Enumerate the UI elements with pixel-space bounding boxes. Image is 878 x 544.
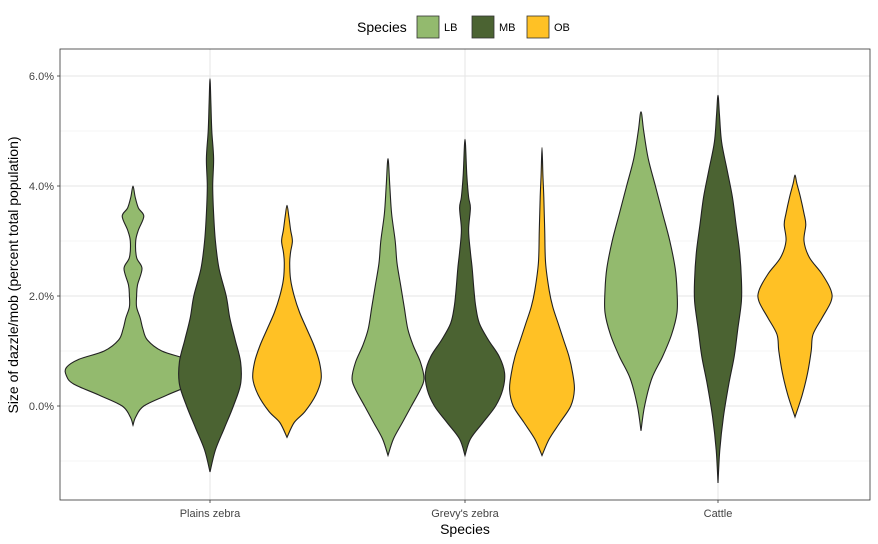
x-tick-label: Plains zebra (180, 508, 241, 520)
x-tick-label: Cattle (704, 508, 733, 520)
legend-swatch-ob (526, 15, 550, 39)
violin-mb-grevy-s-zebra (424, 138, 506, 458)
y-axis-title: Size of dazzle/mob (percent total popula… (5, 136, 21, 413)
y-tick-label: 6.0% (29, 71, 54, 83)
legend-swatch-mb (471, 15, 495, 39)
y-tick-label: 2.0% (29, 291, 54, 303)
legend-label-mb: MB (499, 22, 516, 34)
x-axis-title: Species (440, 521, 490, 537)
legend-title: Species (357, 19, 407, 35)
legend-label-ob: OB (554, 22, 570, 34)
violin-ob-plains-zebra (252, 204, 322, 439)
legend-label-lb: LB (444, 22, 457, 34)
legend: Species LB MB OB (357, 15, 570, 39)
legend-swatch-lb (416, 15, 440, 39)
violin-ob-cattle (757, 174, 833, 419)
y-axis-ticks: 0.0% 2.0% 4.0% 6.0% (29, 71, 60, 413)
x-axis-ticks: Plains zebra Grevy's zebra Cattle (180, 500, 733, 520)
violin-ob-grevy-s-zebra (509, 146, 575, 457)
y-tick-label: 0.0% (29, 401, 54, 413)
violin-lb-grevy-s-zebra (351, 157, 425, 458)
violin-lb-cattle (603, 111, 679, 431)
y-tick-label: 4.0% (29, 181, 54, 193)
violin-mb-cattle (693, 94, 743, 484)
x-tick-label: Grevy's zebra (431, 508, 499, 520)
violin-mb-plains-zebra (178, 78, 242, 473)
violin-layer (64, 78, 833, 484)
